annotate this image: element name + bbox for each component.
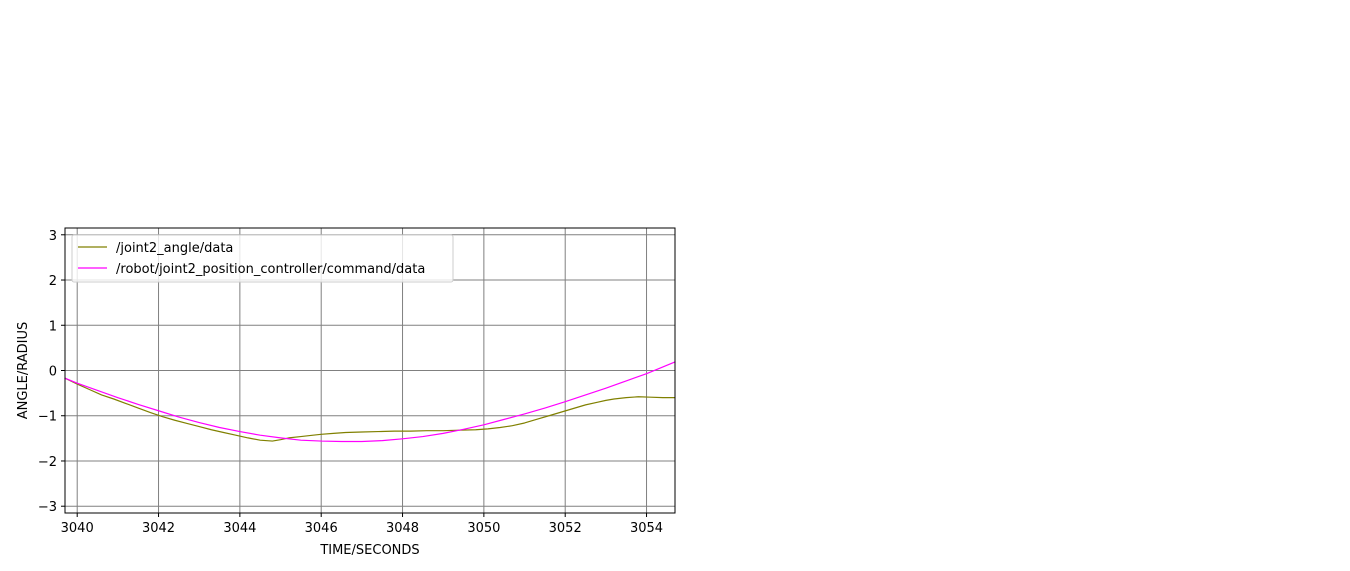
x-tick-label: 3048: [386, 521, 419, 536]
y-tick-label: −2: [38, 455, 57, 470]
x-tick-label: 3044: [223, 521, 256, 536]
y-axis-label: ANGLE/RADIUS: [16, 322, 31, 420]
y-tick-label: −3: [38, 500, 57, 515]
legend: /joint2_angle/data /robot/joint2_positio…: [71, 234, 454, 283]
x-tick-label: 3046: [305, 521, 338, 536]
x-tick-label: 3042: [142, 521, 175, 536]
y-tick-label: −1: [38, 410, 57, 425]
x-axis-label: TIME/SECONDS: [319, 543, 419, 558]
y-tick-label: 1: [49, 319, 57, 334]
legend-box: [71, 234, 454, 283]
y-tick-label: 0: [49, 365, 57, 380]
series-line-joint2-command: [64, 361, 676, 443]
x-tick-label: 3052: [549, 521, 582, 536]
legend-label-joint2-command: /robot/joint2_position_controller/comman…: [116, 262, 425, 277]
series-lines: [64, 361, 676, 443]
x-tick-label: 3054: [630, 521, 663, 536]
x-tick-label: 3050: [467, 521, 500, 536]
legend-label-joint2-angle: /joint2_angle/data: [116, 241, 233, 256]
y-tick-label: 3: [49, 229, 57, 244]
series-line-joint2-angle: [64, 377, 676, 442]
x-tick-label: 3040: [61, 521, 94, 536]
y-tick-label: 2: [49, 274, 57, 289]
axis-ticks: 3040 3042 3044 3046 3048 3050 3052 3054 −3 −2 −1 0 1…: [38, 229, 663, 536]
